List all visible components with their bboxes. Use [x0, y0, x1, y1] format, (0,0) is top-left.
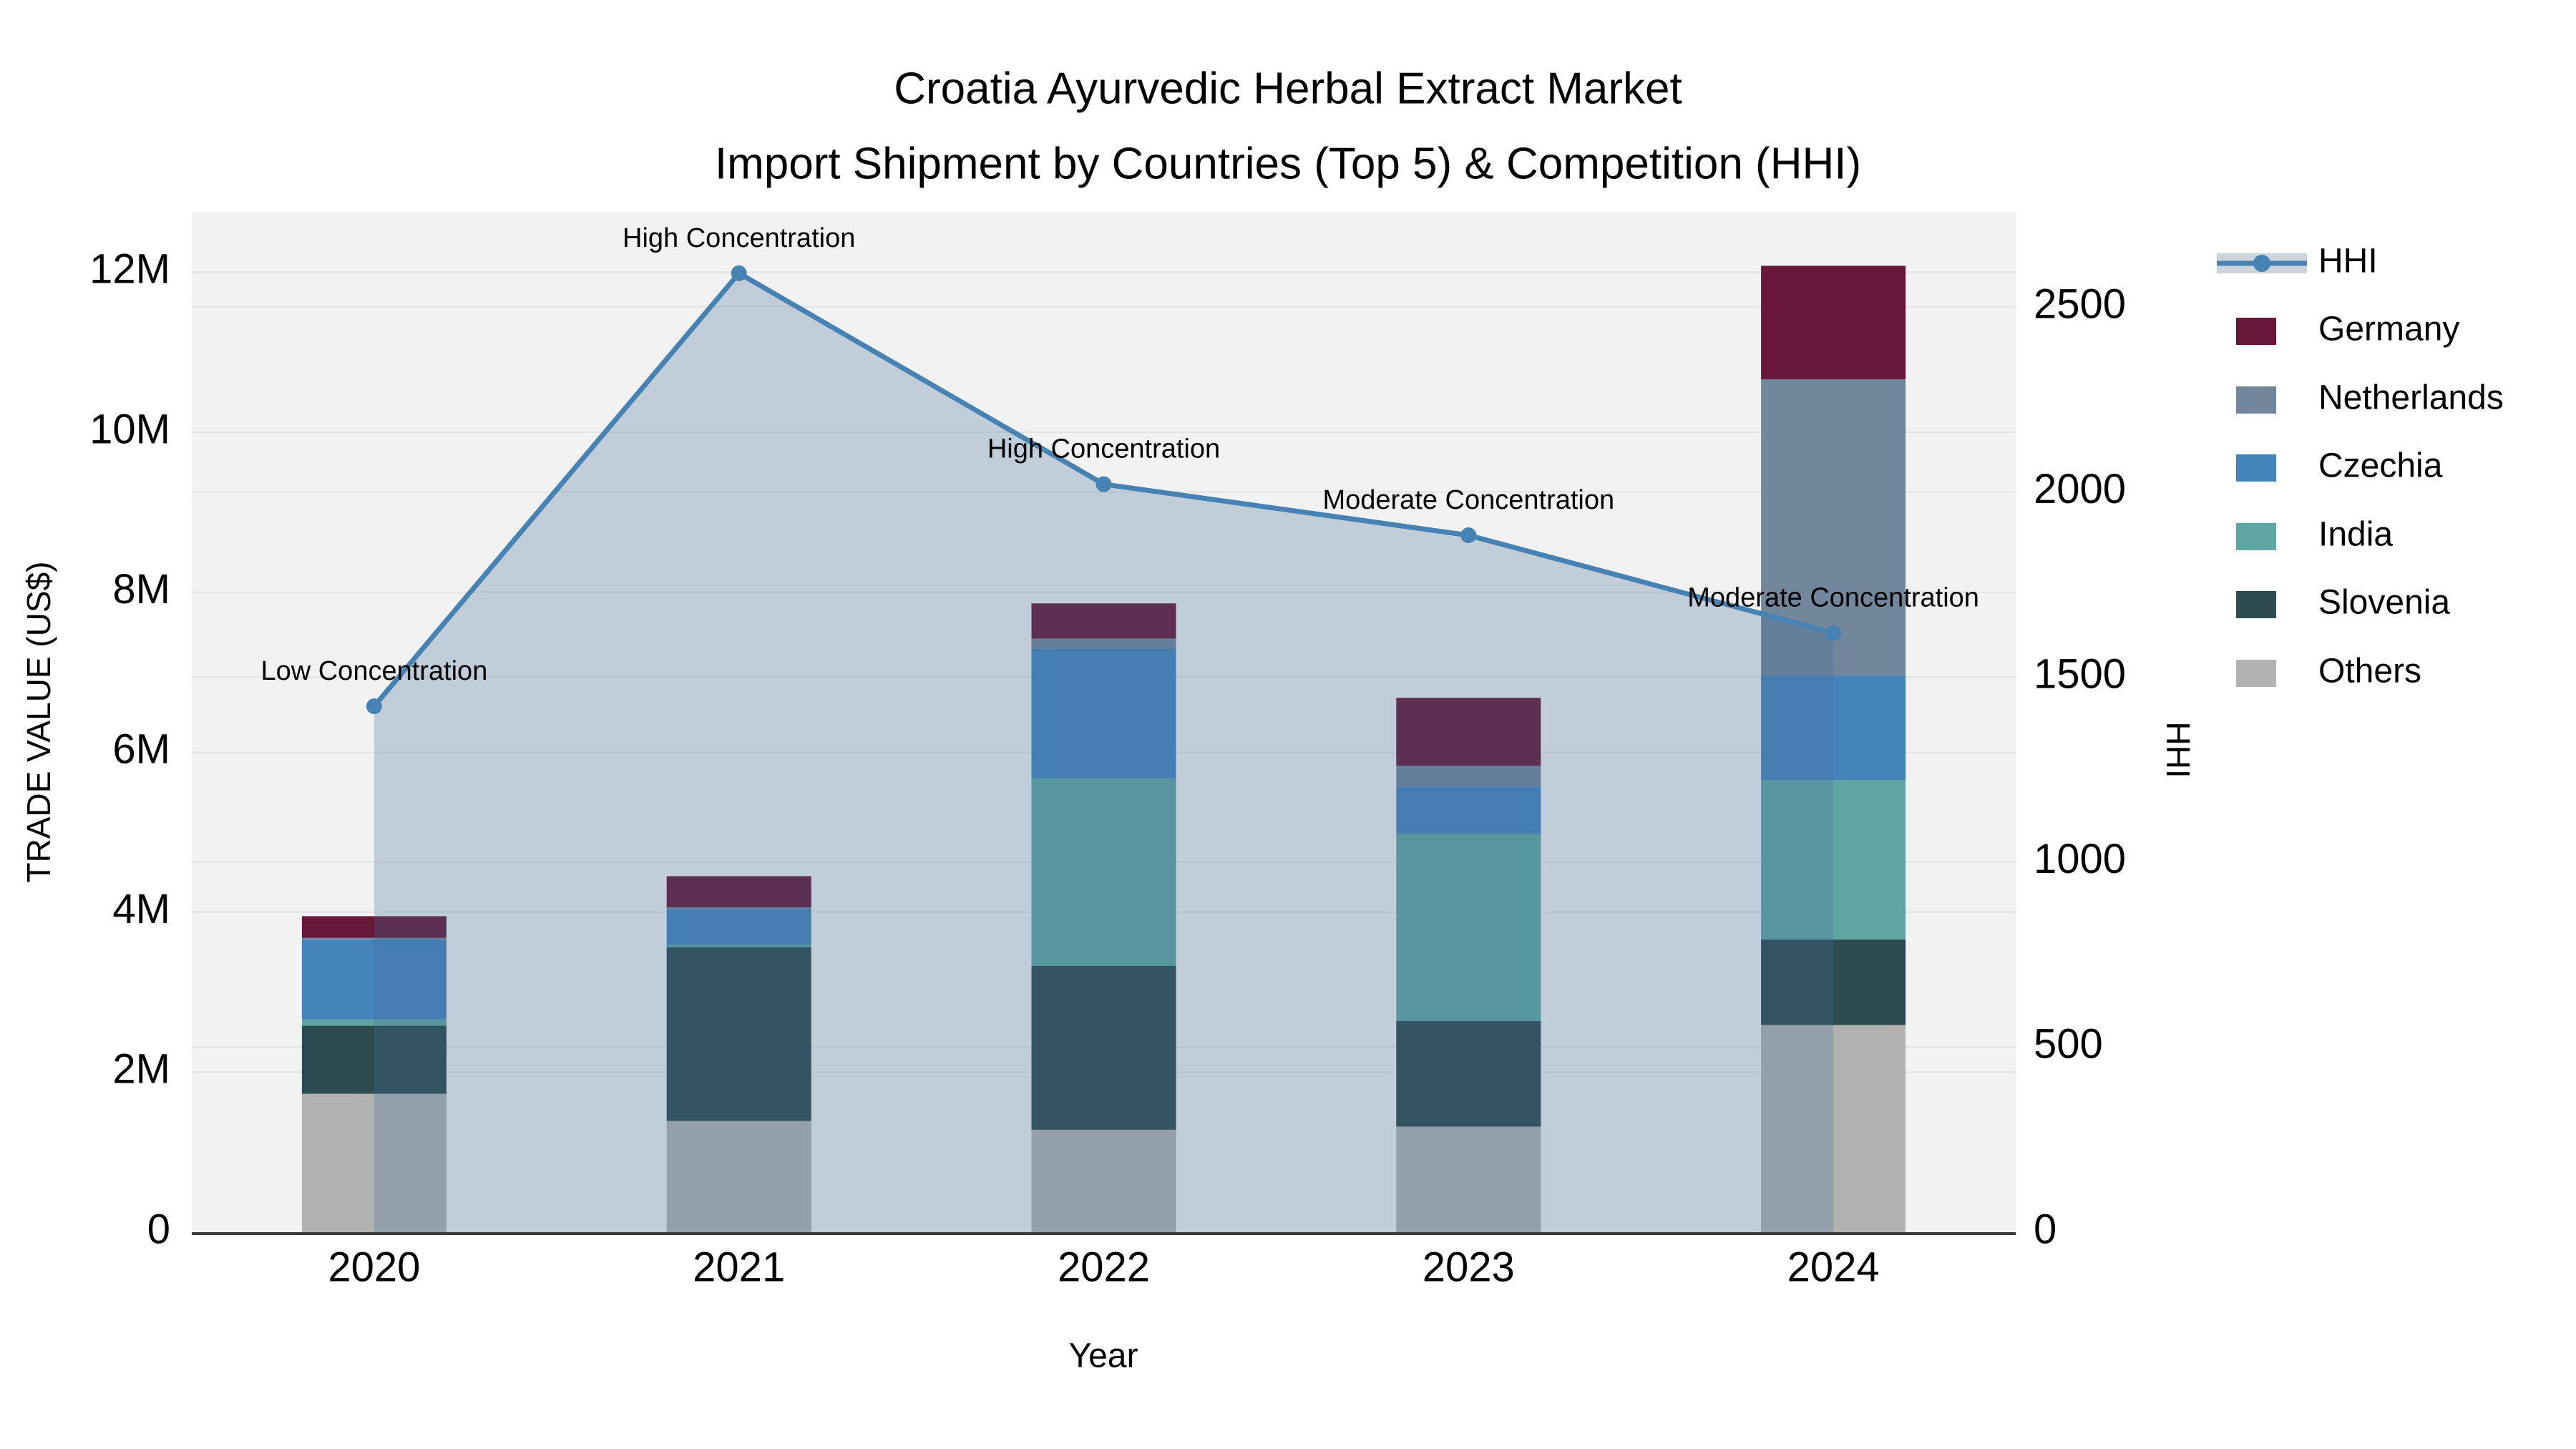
left-tick-12M: 12M — [89, 246, 170, 293]
chart-title-line2: Import Shipment by Countries (Top 5) & C… — [715, 139, 1861, 188]
bar-segment-others-2021[interactable] — [666, 1121, 811, 1232]
bar-segment-netherlands-2022[interactable] — [1031, 638, 1176, 649]
legend-item-slovenia[interactable]: Slovenia — [2236, 584, 2450, 622]
hhi-annotation-2021: High Concentration — [623, 223, 855, 253]
x-tick-2020[interactable]: 2020 — [328, 1244, 420, 1290]
hhi-annotation-2022: High Concentration — [987, 434, 1220, 464]
right-tick-1500: 1500 — [2034, 650, 2126, 697]
hhi-point-2023[interactable] — [1460, 527, 1477, 544]
bar-segment-india-2024[interactable] — [1761, 780, 1906, 940]
hhi-area-layer — [374, 273, 1834, 1232]
bar-segment-slovenia-2021[interactable] — [666, 947, 811, 1121]
left-tick-6M: 6M — [112, 726, 170, 773]
bar-segment-india-2021[interactable] — [666, 945, 811, 947]
hhi-annotation-2020: Low Concentration — [260, 656, 487, 686]
right-tick-500: 500 — [2034, 1021, 2103, 1068]
right-tick-2500: 2500 — [2034, 280, 2126, 327]
left-tick-10M: 10M — [89, 406, 170, 452]
x-axis-line — [192, 1232, 2016, 1235]
hhi-annotation-2023: Moderate Concentration — [1322, 485, 1614, 515]
left-axis-title: TRADE VALUE (US$) — [20, 561, 57, 882]
bar-segment-netherlands-2020[interactable] — [301, 937, 447, 940]
hhi-area-fill — [374, 273, 1834, 1232]
legend-swatch-slovenia — [2236, 591, 2276, 618]
bar-segment-others-2020[interactable] — [301, 1093, 447, 1232]
legend-label-india[interactable]: India — [2318, 516, 2393, 554]
bar-segment-others-2023[interactable] — [1396, 1126, 1541, 1232]
bar-segment-germany-2021[interactable] — [666, 876, 811, 908]
bar-segment-czechia-2023[interactable] — [1396, 786, 1541, 834]
legend-item-hhi[interactable]: HHI — [2217, 243, 2378, 280]
legend-swatch-india — [2236, 523, 2276, 550]
legend-label-germany[interactable]: Germany — [2318, 311, 2459, 348]
hhi-line-layer — [366, 265, 1842, 715]
x-tick-2024[interactable]: 2024 — [1787, 1244, 1880, 1290]
bar-segment-germany-2020[interactable] — [301, 916, 447, 938]
bar-segment-germany-2024[interactable] — [1761, 265, 1906, 380]
legend-hhi-marker — [2253, 255, 2270, 272]
hhi-point-2022[interactable] — [1096, 476, 1112, 492]
left-tick-0: 0 — [147, 1206, 170, 1252]
right-axis-title: HHI — [2160, 721, 2197, 778]
legend-item-others[interactable]: Others — [2236, 653, 2421, 691]
legend-swatch-czechia — [2236, 454, 2276, 482]
bar-segment-netherlands-2023[interactable] — [1396, 766, 1541, 787]
legend-item-germany[interactable]: Germany — [2236, 311, 2459, 348]
legend-label-czechia[interactable]: Czechia — [2318, 447, 2443, 485]
bar-segment-others-2022[interactable] — [1031, 1129, 1176, 1232]
bar-segment-india-2022[interactable] — [1031, 779, 1176, 966]
bar-segment-netherlands-2021[interactable] — [666, 907, 811, 909]
bar-segment-india-2023[interactable] — [1396, 834, 1541, 1021]
legend-label-slovenia[interactable]: Slovenia — [2318, 584, 2450, 622]
legend-swatch-netherlands — [2236, 386, 2276, 414]
bar-segment-india-2020[interactable] — [301, 1019, 447, 1026]
hhi-point-2021[interactable] — [731, 265, 747, 281]
right-tick-2000: 2000 — [2034, 466, 2126, 512]
bar-segment-slovenia-2023[interactable] — [1396, 1020, 1541, 1127]
axes-layer: 0 2M 4M 6M 8M 10M 12M 0 500 1000 1500 2000 2500 2020 2… — [89, 246, 2126, 1291]
left-tick-8M: 8M — [112, 566, 170, 613]
right-tick-1000: 1000 — [2034, 836, 2126, 882]
left-tick-2M: 2M — [112, 1046, 170, 1093]
chart-title-line1: Croatia Ayurvedic Herbal Extract Market — [894, 64, 1682, 113]
right-tick-0: 0 — [2034, 1206, 2057, 1252]
x-tick-2023[interactable]: 2023 — [1423, 1244, 1515, 1290]
legend-label-others[interactable]: Others — [2318, 653, 2421, 691]
bar-segment-slovenia-2020[interactable] — [301, 1025, 447, 1094]
legend-label-netherlands[interactable]: Netherlands — [2318, 379, 2504, 417]
bar-segment-czechia-2024[interactable] — [1761, 675, 1906, 781]
legend-label-hhi[interactable]: HHI — [2318, 243, 2378, 280]
hhi-point-2024[interactable] — [1825, 625, 1842, 641]
legend-layer: HHI Germany Netherlands Czechia India Sloveni… — [2217, 243, 2504, 691]
bar-segment-czechia-2022[interactable] — [1031, 648, 1176, 779]
bar-segment-germany-2023[interactable] — [1396, 698, 1541, 766]
legend-item-india[interactable]: India — [2236, 516, 2393, 554]
bar-segment-slovenia-2022[interactable] — [1031, 965, 1176, 1130]
bar-segment-czechia-2020[interactable] — [301, 939, 447, 1020]
x-tick-2021[interactable]: 2021 — [693, 1244, 785, 1290]
bar-segment-germany-2022[interactable] — [1031, 603, 1176, 639]
bar-segment-slovenia-2024[interactable] — [1761, 939, 1906, 1025]
hhi-point-2020[interactable] — [366, 698, 382, 715]
left-tick-4M: 4M — [112, 886, 170, 932]
legend-item-czechia[interactable]: Czechia — [2236, 447, 2443, 485]
x-tick-2022[interactable]: 2022 — [1058, 1244, 1150, 1290]
bars-layer — [301, 265, 1906, 1232]
legend-item-netherlands[interactable]: Netherlands — [2236, 379, 2504, 417]
legend-swatch-germany — [2236, 318, 2276, 345]
bar-segment-czechia-2021[interactable] — [666, 909, 811, 945]
hhi-annotation-2024: Moderate Concentration — [1687, 583, 1979, 613]
annotations-layer: Low Concentration High Concentration High … — [260, 223, 1979, 686]
legend-swatch-others — [2236, 660, 2276, 687]
x-axis-title: Year — [1069, 1337, 1138, 1375]
bar-segment-others-2024[interactable] — [1761, 1025, 1906, 1232]
